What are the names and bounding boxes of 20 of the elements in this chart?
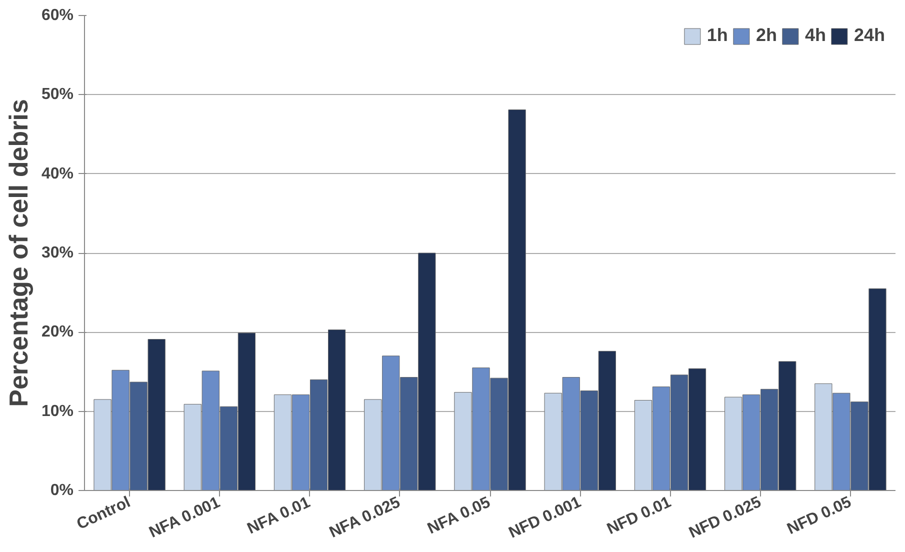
y-tick-label: 10% (41, 402, 74, 420)
x-tick-label: NFD 0.01 (604, 494, 674, 538)
x-tick-label: NFA 0.025 (326, 494, 404, 542)
y-tick-label: 40% (41, 165, 74, 182)
y-tick-label: 50% (41, 86, 74, 104)
legend-label: 4h (804, 25, 826, 46)
x-tick-label: NFD 0.05 (784, 494, 854, 538)
y-tick-label: 20% (41, 324, 74, 341)
legend-label: 1h (706, 25, 728, 46)
x-tick-label: NFD 0.025 (686, 494, 764, 542)
x-tick-label: NFA 0.001 (146, 494, 223, 542)
y-axis-title: Percentage of cell debris (3, 99, 34, 407)
y-tick-label: 30% (41, 244, 74, 262)
legend-label: 24h (854, 25, 885, 46)
x-tick-label: NFA 0.01 (244, 494, 313, 538)
legend-label: 2h (756, 25, 777, 46)
x-tick-label: NFD 0.001 (506, 494, 584, 542)
x-tick-label: NFA 0.05 (425, 494, 494, 538)
y-tick-label: 60% (41, 7, 74, 24)
y-tick-label: 0% (50, 482, 74, 499)
